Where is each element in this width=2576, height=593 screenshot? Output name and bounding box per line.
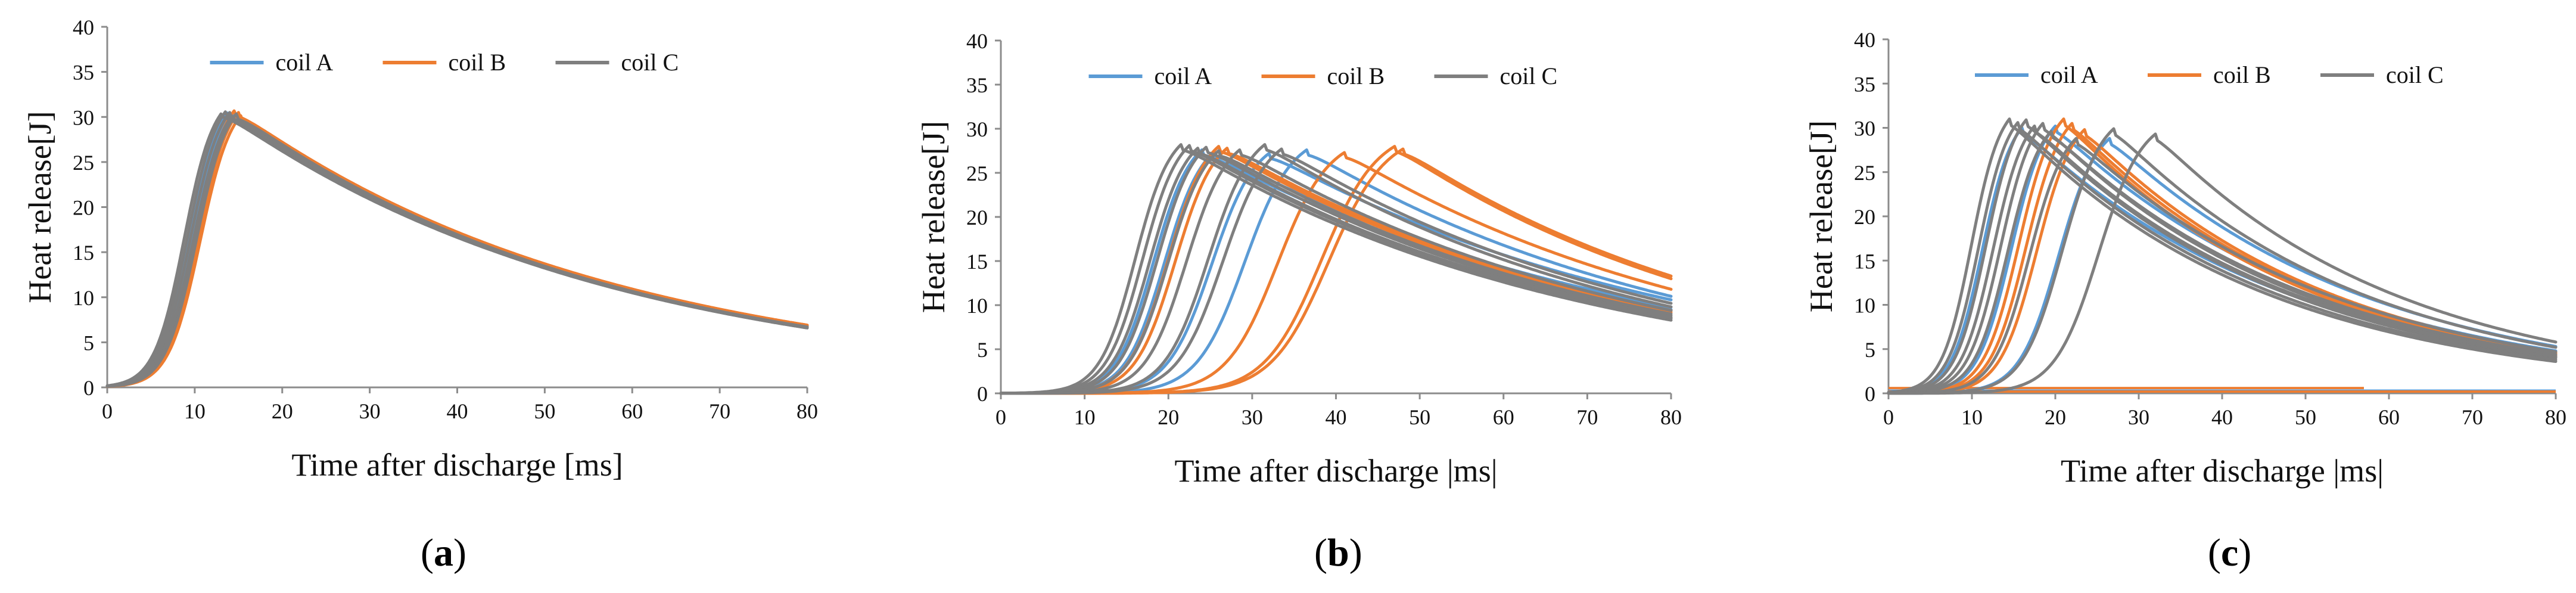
y-tick-label: 5 [83,331,94,355]
y-tick-label: 20 [966,206,988,229]
x-axis-title: Time after discharge |ms| [2061,453,2384,489]
y-tick-label: 10 [1854,294,1875,318]
y-tick-label: 20 [1854,205,1875,229]
x-tick-label: 40 [1326,405,1347,429]
x-tick-label: 50 [2295,405,2316,429]
x-tick-label: 70 [709,399,730,423]
y-tick-label: 40 [966,29,988,53]
y-axis-title: Heat release[J] [22,111,58,303]
y-tick-label: 10 [966,294,988,318]
x-tick-label: 80 [797,399,818,423]
x-tick-label: 40 [447,399,468,423]
x-axis-title: Time after discharge |ms| [1174,453,1497,489]
data-line-coil-c [105,112,809,388]
panel-caption-c: (c) [2208,531,2252,575]
data-line-coil-c [999,147,1673,395]
data-line-coil-c [999,149,1673,395]
x-tick-label: 10 [1961,405,1983,429]
x-tick-label: 40 [2211,405,2233,429]
x-tick-label: 50 [534,399,555,423]
data-line-coil-c [999,148,1673,395]
y-tick-label: 0 [83,376,94,400]
x-tick-label: 0 [102,399,113,423]
y-tick-label: 30 [1854,117,1875,141]
chart-panel-a: 0 5 10 15 20 25 30 35 40 0 10 20 30 40 50 60 70 80 Time af… [22,15,818,483]
y-tick-label: 15 [73,241,94,265]
y-tick-label: 25 [966,162,988,185]
legend-label: coil A [1155,63,1212,89]
panel-caption-b: (b) [1314,531,1362,575]
y-axis-title: Heat release[J] [916,121,951,313]
data-line-coil-a [105,112,809,388]
chart-panel-c: 0 5 10 15 20 25 30 35 40 0 10 20 30 40 50 60 70 80 Time af… [1803,28,2566,489]
data-line-coil-c [1887,127,2558,395]
x-axis-title: Time after discharge [ms] [291,447,623,483]
data-line-coil-c [999,145,1673,395]
y-axis-title: Heat release[J] [1803,120,1839,312]
y-tick-label: 0 [977,382,988,406]
chart-panel-b: 0 5 10 15 20 25 30 35 40 0 10 20 30 40 50 60 70 80 Time af… [916,29,1682,489]
x-tick-label: 80 [2545,405,2566,429]
x-tick-label: 70 [1576,405,1598,429]
y-tick-label: 35 [966,73,988,97]
x-tick-label: 0 [1883,405,1894,429]
y-tick-label: 0 [1865,382,1875,406]
y-tick-label: 25 [1854,161,1875,185]
data-line-coil-c [1887,121,2558,395]
y-tick-label: 30 [966,117,988,141]
x-tick-label: 60 [1493,405,1514,429]
x-tick-label: 70 [2462,405,2483,429]
x-tick-label: 50 [1409,405,1430,429]
legend-label: coil B [2213,61,2271,88]
y-tick-label: 10 [73,286,94,310]
x-tick-label: 60 [621,399,643,423]
legend-label: coil B [449,49,506,76]
x-tick-label: 0 [995,405,1006,429]
y-tick-label: 5 [1865,338,1875,362]
y-tick-label: 35 [1854,72,1875,96]
y-tick-label: 5 [977,338,988,362]
data-line-coil-c [105,114,809,388]
x-tick-label: 30 [359,399,381,423]
data-line-coil-c [1887,117,2558,394]
data-line-coil-c [1887,122,2558,395]
legend-label: coil A [276,49,334,76]
data-line-coil-c [999,147,1673,395]
data-line-coil-c [1887,132,2558,395]
x-tick-label: 30 [1242,405,1263,429]
data-line-coil-c [1887,136,2558,395]
x-tick-label: 60 [2378,405,2400,429]
x-tick-label: 20 [2045,405,2066,429]
x-tick-label: 20 [1158,405,1179,429]
y-tick-label: 15 [1854,249,1875,273]
panel-caption-a: (a) [421,531,466,575]
legend-label: coil B [1327,63,1385,89]
y-tick-label: 25 [73,151,94,175]
y-tick-label: 30 [73,105,94,129]
y-tick-label: 35 [73,61,94,85]
x-tick-label: 30 [2128,405,2149,429]
legend-label: coil C [2386,61,2444,88]
legend-label: coil C [1500,63,1558,89]
legend-label: coil C [621,49,679,76]
data-line-coil-b [999,147,1673,395]
x-tick-label: 20 [272,399,293,423]
y-tick-label: 20 [73,196,94,220]
data-line-coil-c [1887,125,2558,395]
x-tick-label: 10 [184,399,206,423]
x-tick-label: 10 [1074,405,1096,429]
data-line-coil-c [999,143,1673,395]
legend-label: coil A [2040,61,2098,88]
y-tick-label: 15 [966,250,988,274]
y-tick-label: 40 [73,15,94,39]
y-tick-label: 40 [1854,28,1875,52]
data-line-coil-c [1887,129,2558,395]
x-tick-label: 80 [1660,405,1682,429]
